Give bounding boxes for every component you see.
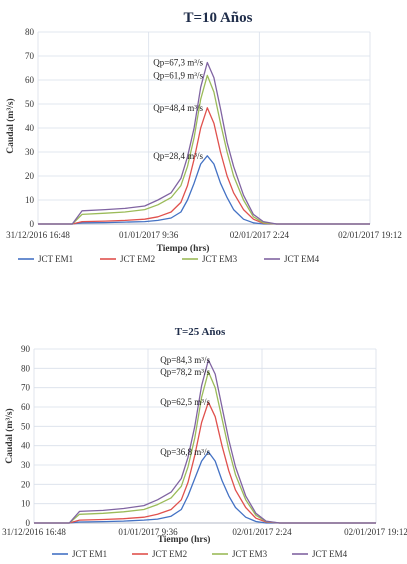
y-tick-label: 0 <box>30 219 35 229</box>
series-line-jct-em3 <box>38 74 370 225</box>
x-tick-label: 02/01/2017 19:12 <box>338 230 402 240</box>
hydrograph-t25-svg: T=25 Años Caudal (m³/s) Tiempo (hrs) 0 10… <box>2 326 407 559</box>
legend-label-jct-em1: JCT EM1 <box>72 549 107 559</box>
y-tick-label: 30 <box>25 147 35 157</box>
y-tick-label: 40 <box>25 123 35 133</box>
legend-label-jct-em2: JCT EM2 <box>152 549 187 559</box>
peak-annotation: Qp=84,3 m³/s <box>160 355 210 365</box>
y-tick-label: 0 <box>26 518 31 528</box>
y-tick-label: 40 <box>21 441 31 451</box>
x-tick-label: 31/12/2016 16:48 <box>6 230 70 240</box>
x-tick-label: 31/12/2016 16:48 <box>2 527 66 537</box>
y-tick-label: 90 <box>21 344 31 354</box>
series-line-jct-em3 <box>34 371 376 524</box>
y-tick-label: 70 <box>21 383 31 393</box>
legend-label-jct-em4: JCT EM4 <box>312 549 348 559</box>
y-axis-title: Caudal (m³/s) <box>5 98 16 153</box>
x-tick-label: 02/01/2017 2:24 <box>232 527 292 537</box>
y-tick-label: 20 <box>21 479 31 489</box>
legend-label-jct-em2: JCT EM2 <box>120 254 155 264</box>
series-line-jct-em2 <box>38 107 370 225</box>
hydrograph-t10-svg: T=10 Años Caudal (m³/s) Tiempo (hrs) 0 10… <box>5 10 402 264</box>
legend-label-jct-em3: JCT EM3 <box>202 254 238 264</box>
y-tick-label: 20 <box>25 171 35 181</box>
y-tick-label: 80 <box>21 363 31 373</box>
chart-title: T=25 Años <box>175 326 226 338</box>
x-tick-label: 01/01/2017 9:36 <box>118 527 178 537</box>
y-tick-label: 50 <box>21 421 31 431</box>
series-line-jct-em2 <box>34 401 376 524</box>
legend-label-jct-em4: JCT EM4 <box>284 254 320 264</box>
series-line-jct-em1 <box>34 451 376 524</box>
y-tick-label: 10 <box>21 499 31 509</box>
peak-annotation: Qp=28,4 m³/s <box>153 151 203 161</box>
hydrograph-chart-t25: T=25 Años Caudal (m³/s) Tiempo (hrs) 0 10… <box>0 318 407 564</box>
y-tick-label: 80 <box>25 27 35 37</box>
y-axis-title: Caudal (m³/s) <box>4 408 15 463</box>
x-tick-label: 01/01/2017 9:36 <box>119 230 179 240</box>
legend-label-jct-em3: JCT EM3 <box>232 549 268 559</box>
series-line-jct-em4 <box>34 359 376 524</box>
peak-annotation: Qp=36,8 m³/s <box>160 447 210 457</box>
series-line-jct-em4 <box>38 61 370 225</box>
legend-label-jct-em1: JCT EM1 <box>38 254 73 264</box>
peak-annotation: Qp=67,3 m³/s <box>153 57 203 67</box>
hydrograph-chart-t10: T=10 Años Caudal (m³/s) Tiempo (hrs) 0 10… <box>0 0 407 272</box>
x-axis-title: Tiempo (hrs) <box>158 534 211 545</box>
y-tick-label: 70 <box>25 51 35 61</box>
peak-annotation: Qp=78,2 m³/s <box>160 367 210 377</box>
x-tick-label: 02/01/2017 2:24 <box>230 230 290 240</box>
y-tick-label: 60 <box>25 75 35 85</box>
peak-annotation: Qp=62,5 m³/s <box>160 397 210 407</box>
series-line-jct-em1 <box>38 155 370 225</box>
y-tick-label: 50 <box>25 99 35 109</box>
y-tick-label: 10 <box>25 195 35 205</box>
peak-annotation: Qp=48,4 m³/s <box>153 103 203 113</box>
chart-title: T=10 Años <box>184 10 253 26</box>
x-tick-label: 02/01/2017 19:12 <box>344 527 407 537</box>
peak-annotation: Qp=61,9 m³/s <box>153 70 203 80</box>
x-axis-title: Tiempo (hrs) <box>157 243 210 254</box>
y-tick-label: 30 <box>21 460 31 470</box>
y-tick-label: 60 <box>21 402 31 412</box>
